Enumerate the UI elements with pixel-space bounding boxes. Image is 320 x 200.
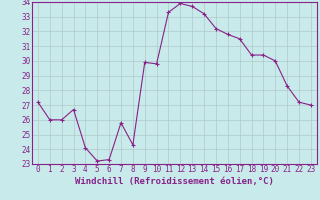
X-axis label: Windchill (Refroidissement éolien,°C): Windchill (Refroidissement éolien,°C)	[75, 177, 274, 186]
